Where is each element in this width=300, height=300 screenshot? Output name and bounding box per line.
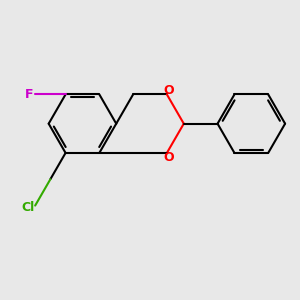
Text: F: F	[25, 88, 33, 101]
Text: Cl: Cl	[21, 201, 34, 214]
Text: O: O	[163, 83, 174, 97]
Text: O: O	[163, 151, 174, 164]
